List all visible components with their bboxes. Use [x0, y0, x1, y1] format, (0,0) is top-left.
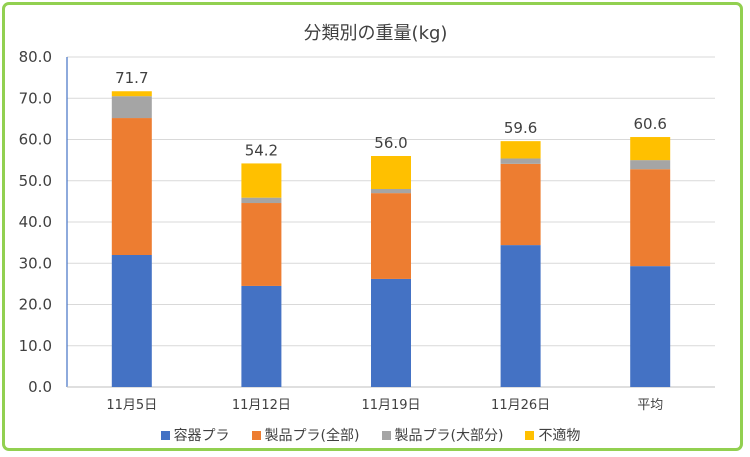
total-label: 56.0	[374, 134, 407, 152]
legend-label: 製品プラ(全部)	[264, 428, 360, 444]
x-tick-label: 11月19日	[361, 398, 420, 413]
y-tick-label: 80.0	[19, 48, 52, 66]
x-tick-label: 平均	[637, 398, 663, 413]
bar-segment-1	[630, 266, 671, 387]
x-tick-label: 11月5日	[106, 398, 157, 413]
bar-segment-1	[111, 255, 152, 387]
bar-segment-2	[371, 193, 411, 279]
y-tick-label: 50.0	[19, 172, 52, 190]
legend-swatch	[251, 430, 261, 440]
bar-segment-2	[111, 118, 152, 255]
legend-item: 容器プラ	[160, 425, 230, 445]
total-label: 71.7	[115, 69, 148, 87]
legend-item: 不適物	[525, 425, 580, 445]
y-tick-label: 60.0	[19, 131, 52, 149]
legend-label: 製品プラ(大部分)	[394, 428, 504, 444]
y-tick-label: 10.0	[19, 337, 52, 355]
bar-segment-3	[111, 96, 152, 119]
y-tick-label: 40.0	[19, 213, 52, 231]
bar-segment-2	[630, 169, 671, 267]
total-label: 60.6	[633, 115, 666, 133]
bar-segment-3	[630, 160, 671, 170]
bar-segment-2	[500, 163, 541, 246]
legend-swatch	[381, 430, 391, 440]
legend-item: 製品プラ(全部)	[251, 425, 360, 445]
total-label: 54.2	[245, 141, 278, 159]
total-label: 59.6	[504, 119, 537, 137]
bar-segment-3	[371, 189, 411, 194]
legend-label: 不適物	[538, 428, 581, 444]
legend-swatch	[525, 430, 535, 440]
x-tick-label: 11月26日	[491, 398, 550, 413]
y-tick-label: 30.0	[19, 254, 52, 272]
y-tick-label: 0.0	[28, 378, 52, 396]
bar-segment-3	[500, 158, 541, 164]
bar-segment-4	[241, 163, 282, 198]
bar-segment-4	[111, 91, 152, 97]
bar-segment-1	[500, 245, 541, 387]
bar-segment-4	[500, 141, 541, 159]
legend-label: 容器プラ	[173, 428, 230, 444]
bar-segment-3	[241, 197, 282, 204]
y-tick-label: 20.0	[19, 296, 52, 314]
bar-segment-4	[371, 156, 411, 189]
bar-segment-4	[630, 137, 671, 161]
legend-item: 製品プラ(大部分)	[381, 425, 504, 445]
chart-legend: 容器プラ 製品プラ(全部) 製品プラ(大部分) 不適物	[0, 425, 741, 445]
y-tick-label: 70.0	[19, 89, 52, 107]
bar-segment-1	[241, 285, 282, 387]
bar-segment-1	[371, 278, 411, 387]
legend-swatch	[160, 430, 170, 440]
x-tick-label: 11月12日	[232, 398, 291, 413]
chart-title: 分類別の重量(kg)	[303, 23, 448, 44]
bar-segment-2	[241, 203, 282, 286]
